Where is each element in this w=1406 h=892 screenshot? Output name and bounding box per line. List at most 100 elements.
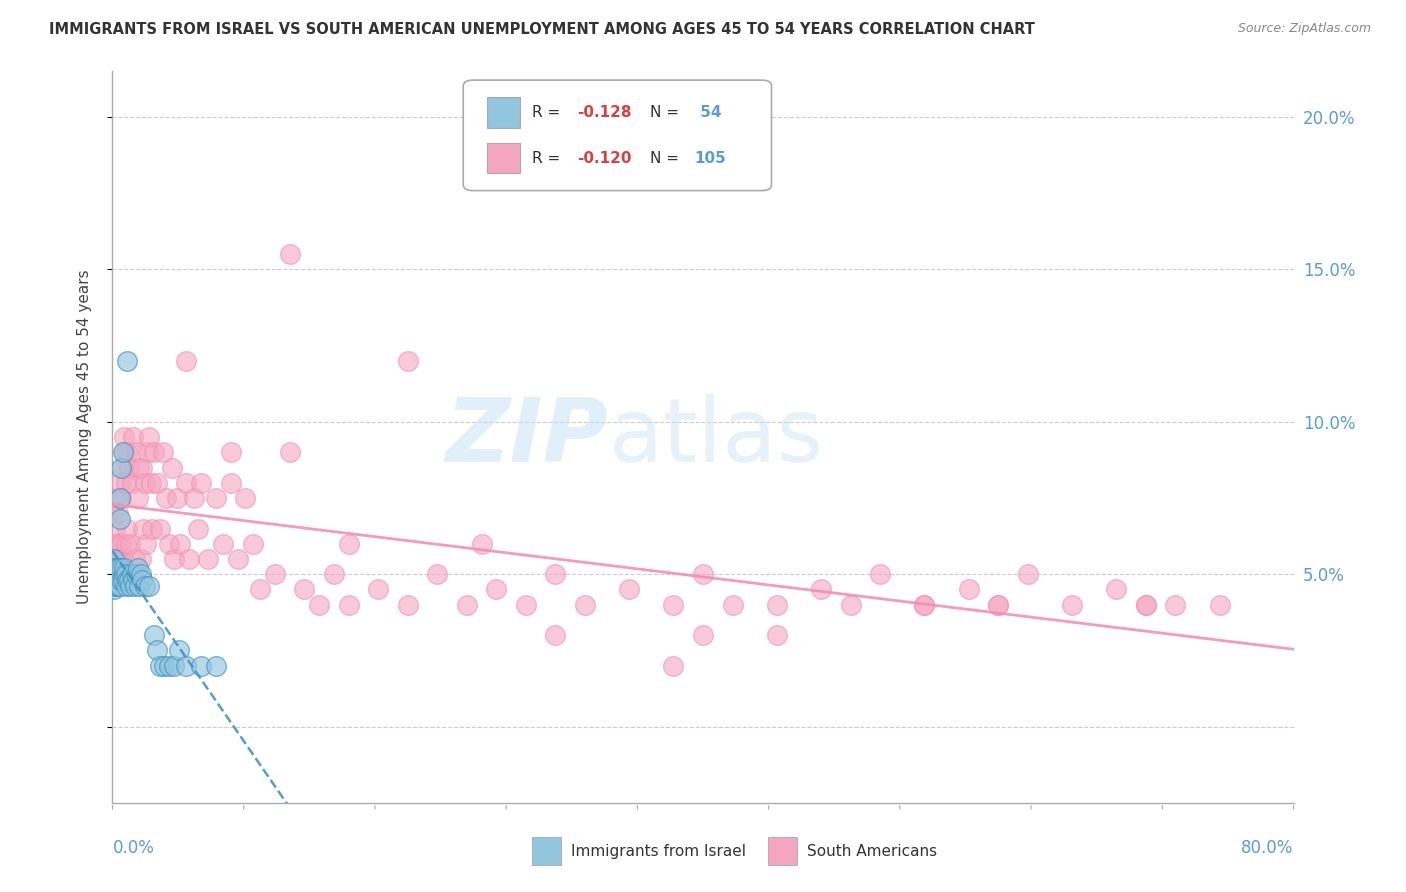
Point (120, 579, 142, 593)
Point (104, 561, 127, 575)
Point (662, 658, 685, 673)
Point (132, 521, 155, 535)
Point (122, 574, 145, 588)
Point (121, 475, 143, 490)
Point (157, 658, 180, 673)
Point (131, 574, 153, 588)
Point (103, 582, 125, 597)
Point (574, 598, 596, 612)
Point (1017, 567, 1039, 582)
FancyBboxPatch shape (463, 80, 772, 191)
Point (169, 537, 191, 551)
Point (219, 475, 242, 490)
Point (111, 574, 134, 588)
Point (108, 567, 131, 582)
Point (183, 491, 205, 505)
Point (174, 475, 197, 490)
Point (149, 658, 172, 673)
Point (125, 567, 148, 582)
Point (134, 475, 156, 490)
Point (544, 628, 567, 642)
Point (544, 567, 567, 582)
Text: -0.120: -0.120 (576, 151, 631, 166)
Point (219, 445, 242, 459)
Point (118, 460, 141, 475)
Point (107, 574, 129, 588)
Point (766, 628, 789, 642)
Point (155, 491, 177, 505)
Point (105, 491, 128, 505)
Point (249, 582, 271, 597)
Point (278, 445, 301, 459)
Point (114, 537, 136, 551)
Text: 0.0%: 0.0% (112, 839, 155, 857)
Point (105, 574, 128, 588)
Point (107, 537, 129, 551)
Point (242, 537, 264, 551)
Text: R =: R = (531, 151, 565, 166)
Point (292, 582, 315, 597)
Point (205, 658, 228, 673)
Point (112, 445, 135, 459)
Text: N =: N = (650, 151, 683, 166)
Point (179, 552, 201, 566)
Point (107, 579, 129, 593)
Point (810, 582, 832, 597)
Point (153, 658, 176, 673)
Point (396, 354, 419, 368)
Point (1164, 598, 1187, 612)
Point (103, 567, 125, 582)
Point (122, 430, 145, 444)
Point (174, 658, 197, 673)
Point (135, 537, 157, 551)
FancyBboxPatch shape (768, 838, 797, 865)
Point (141, 521, 163, 535)
Text: Immigrants from Israel: Immigrants from Israel (571, 844, 745, 859)
Point (131, 460, 153, 475)
FancyBboxPatch shape (486, 97, 520, 128)
Point (105, 561, 128, 575)
Point (105, 579, 128, 593)
Point (226, 552, 249, 566)
Point (721, 598, 744, 612)
Point (104, 552, 127, 566)
Point (121, 567, 143, 582)
Point (766, 598, 789, 612)
Point (146, 475, 169, 490)
Text: 80.0%: 80.0% (1241, 839, 1294, 857)
Point (160, 460, 183, 475)
Point (190, 475, 212, 490)
Point (112, 430, 135, 444)
Point (166, 491, 188, 505)
Point (957, 582, 980, 597)
Point (125, 445, 148, 459)
Point (103, 537, 125, 551)
Point (108, 579, 131, 593)
Text: 54: 54 (695, 105, 721, 120)
Point (163, 658, 186, 673)
Point (205, 491, 228, 505)
Point (142, 628, 165, 642)
Point (138, 430, 160, 444)
Point (107, 567, 129, 582)
Point (1208, 598, 1232, 612)
FancyBboxPatch shape (486, 143, 520, 173)
Point (396, 598, 419, 612)
Point (118, 574, 141, 588)
Point (128, 460, 150, 475)
Point (456, 598, 478, 612)
Text: atlas: atlas (609, 393, 824, 481)
Point (337, 537, 360, 551)
Point (187, 521, 209, 535)
Text: R =: R = (531, 105, 565, 120)
Point (174, 354, 197, 368)
Point (426, 567, 449, 582)
Point (138, 579, 160, 593)
Point (337, 598, 360, 612)
Point (129, 552, 152, 566)
Point (146, 643, 169, 657)
Text: 105: 105 (695, 151, 727, 166)
Point (117, 521, 138, 535)
Point (212, 537, 235, 551)
Point (692, 628, 714, 642)
